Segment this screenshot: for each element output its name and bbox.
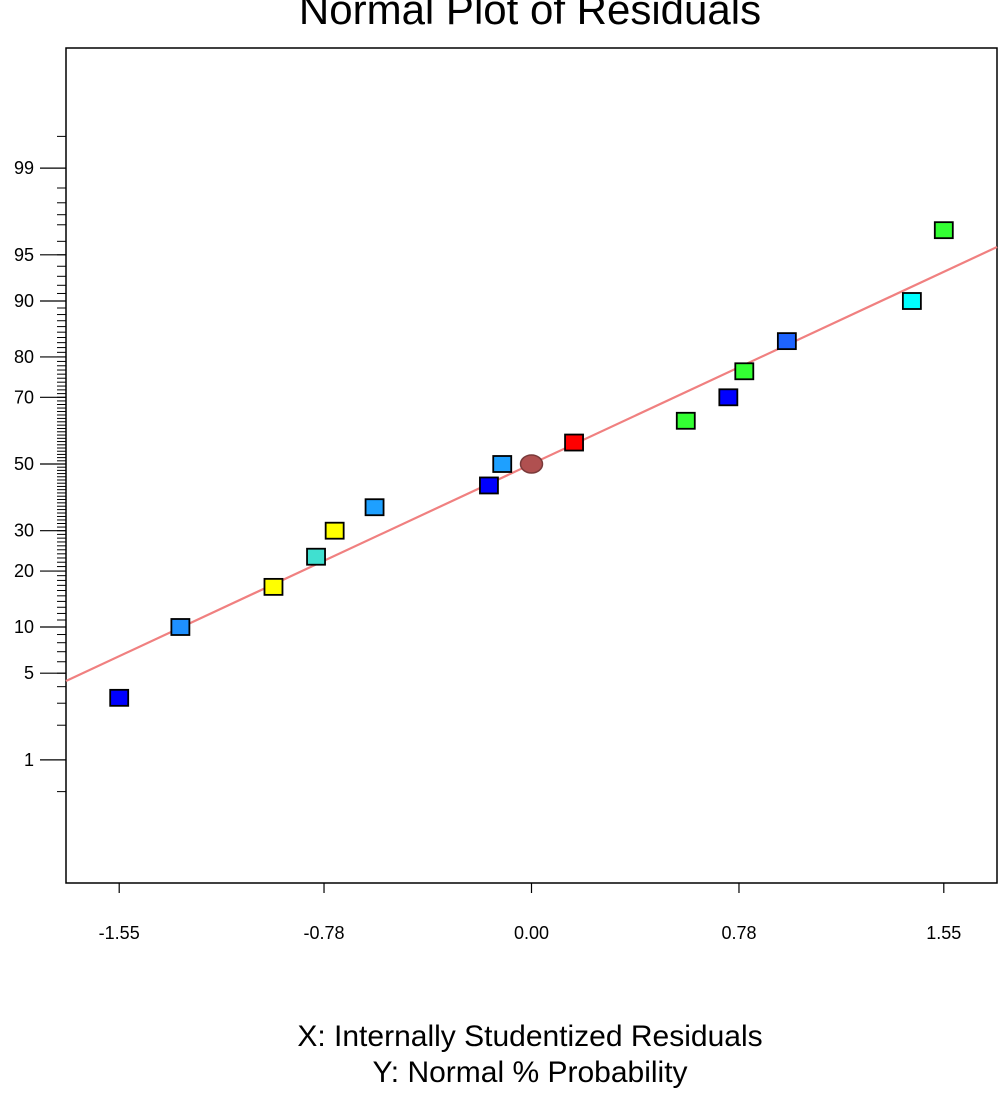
- y-tick-label: 80: [14, 347, 34, 367]
- plot-frame: [65, 47, 998, 884]
- x-tick-label: 0.00: [514, 923, 549, 943]
- data-point: [109, 688, 130, 707]
- y-tick-label: 70: [14, 387, 34, 407]
- data-point: [519, 454, 544, 474]
- normal-plot: 1 5 10 20 30 50 70 80 90 95 99 -1.55 -0.78 0.00 0.78 1…: [14, 47, 998, 943]
- data-point: [718, 388, 739, 407]
- chart-title: Normal Plot of Residuals: [298, 0, 762, 33]
- data-point: [933, 221, 954, 240]
- y-tick-label: 1: [24, 750, 34, 770]
- data-point: [170, 618, 191, 636]
- y-tick-label: 99: [14, 158, 34, 178]
- data-point: [492, 455, 513, 473]
- data-point: [324, 521, 345, 540]
- x-tick-label: -0.78: [304, 923, 345, 943]
- x-tick-label: 1.55: [926, 923, 961, 943]
- y-tick-label: 50: [14, 454, 34, 474]
- data-point: [675, 411, 696, 430]
- data-point: [776, 332, 797, 351]
- y-tick-label: 20: [14, 561, 34, 581]
- y-tick-label: 5: [24, 663, 34, 683]
- y-tick-label: 90: [14, 291, 34, 311]
- y-tick-label: 95: [14, 245, 34, 265]
- data-point: [901, 292, 922, 310]
- y-tick-label: 10: [14, 617, 34, 637]
- y-tick-label: 30: [14, 521, 34, 541]
- data-point: [564, 433, 584, 452]
- x-axis-ticks: -1.55 -0.78 0.00 0.78 1.55: [99, 883, 961, 943]
- data-point: [306, 547, 326, 566]
- data-point: [263, 577, 284, 596]
- data-point: [479, 476, 499, 495]
- x-tick-label: 0.78: [721, 923, 756, 943]
- y-axis-label: Y: Normal % Probability: [372, 1056, 688, 1089]
- data-point: [734, 362, 755, 381]
- plot-area: [65, 47, 998, 884]
- data-point: [364, 498, 385, 517]
- y-axis-ticks: 1 5 10 20 30 50 70 80 90 95 99: [14, 135, 66, 793]
- x-axis-label: X: Internally Studentized Residuals: [297, 1020, 763, 1053]
- x-tick-label: -1.55: [99, 923, 140, 943]
